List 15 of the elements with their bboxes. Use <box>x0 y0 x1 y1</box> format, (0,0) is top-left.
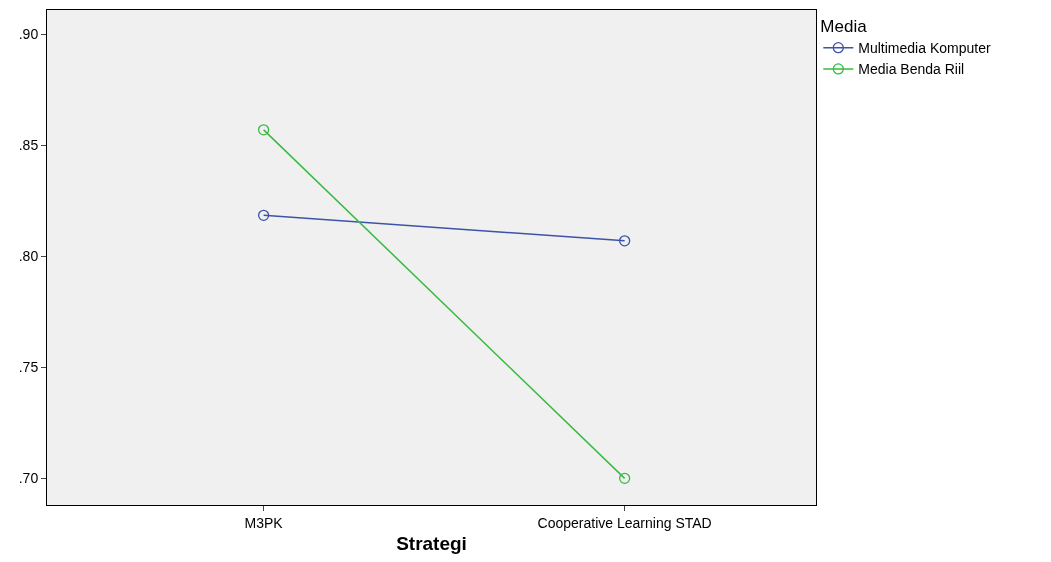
y-tick-label: .85 <box>18 137 39 154</box>
legend-title: Media <box>820 17 868 37</box>
legend-label: Media Benda Riil <box>858 61 965 78</box>
point <box>257 209 270 221</box>
point <box>257 124 270 136</box>
point <box>619 472 631 485</box>
legend-label: Multimedia Komputer <box>858 40 991 57</box>
x-axis-title: Strategi <box>396 532 467 554</box>
y-tick-label: .75 <box>18 359 39 376</box>
x-tick-label: Cooperative Learning STAD <box>537 514 712 531</box>
y-tick-label: .80 <box>18 248 39 265</box>
point <box>619 235 631 247</box>
y-tick-label: .90 <box>18 26 39 43</box>
y-tick-label: .70 <box>18 470 39 487</box>
x-tick-label: M3PK <box>244 514 284 531</box>
